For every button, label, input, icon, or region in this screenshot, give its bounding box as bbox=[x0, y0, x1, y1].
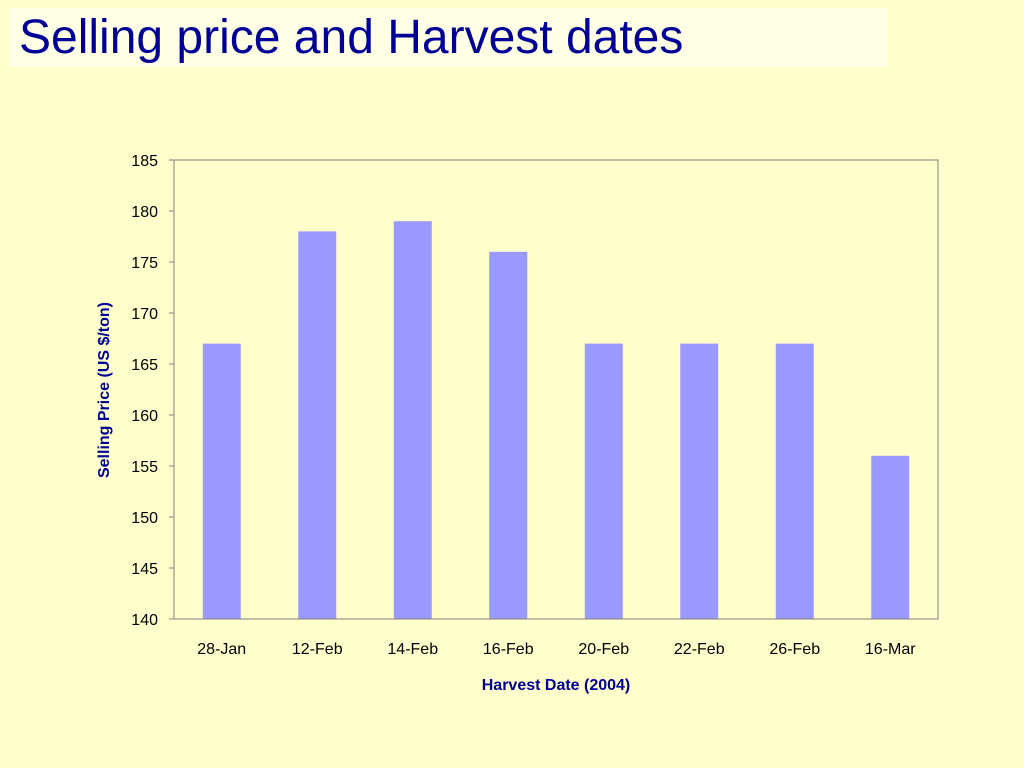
bar-12-feb bbox=[298, 231, 337, 619]
bar-28-jan bbox=[202, 343, 241, 619]
x-tick-label: 20-Feb bbox=[578, 641, 629, 658]
bar-16-mar bbox=[871, 455, 910, 619]
y-tick-label: 175 bbox=[131, 255, 158, 272]
x-tick-label: 14-Feb bbox=[387, 641, 438, 658]
title-box: Selling price and Harvest dates bbox=[10, 8, 888, 67]
bar-26-feb bbox=[775, 343, 814, 619]
x-tick-label: 12-Feb bbox=[292, 641, 343, 658]
x-tick-label: 22-Feb bbox=[674, 641, 725, 658]
y-tick-label: 160 bbox=[131, 408, 158, 425]
slide-title: Selling price and Harvest dates bbox=[19, 11, 684, 64]
x-axis-title: Harvest Date (2004) bbox=[482, 677, 631, 694]
y-tick-label: 140 bbox=[131, 612, 158, 629]
bar-22-feb bbox=[680, 343, 719, 619]
y-tick-label: 185 bbox=[131, 153, 158, 170]
x-axis: 28-Jan 12-Feb 14-Feb 16-Feb 20-Feb 22-Feb 26-F… bbox=[197, 641, 916, 658]
y-tick-label: 155 bbox=[131, 459, 158, 476]
y-tick-label: 170 bbox=[131, 306, 158, 323]
x-tick-label: 16-Feb bbox=[483, 641, 534, 658]
x-tick-label: 26-Feb bbox=[769, 641, 820, 658]
y-tick-label: 145 bbox=[131, 561, 158, 578]
y-tick-label: 150 bbox=[131, 510, 158, 527]
bar-20-feb bbox=[584, 343, 623, 619]
y-axis-title: Selling Price (US $/ton) bbox=[96, 302, 113, 478]
x-tick-label: 28-Jan bbox=[197, 641, 246, 658]
bar-16-feb bbox=[489, 251, 528, 620]
bars-group bbox=[202, 221, 910, 620]
y-tick-label: 165 bbox=[131, 357, 158, 374]
bar-14-feb bbox=[393, 221, 432, 619]
plot-area-frame bbox=[173, 159, 939, 620]
y-tick-label: 180 bbox=[131, 204, 158, 221]
x-tick-label: 16-Mar bbox=[865, 641, 916, 658]
y-axis: 140 145 150 155 160 165 170 175 180 185 bbox=[131, 153, 174, 629]
